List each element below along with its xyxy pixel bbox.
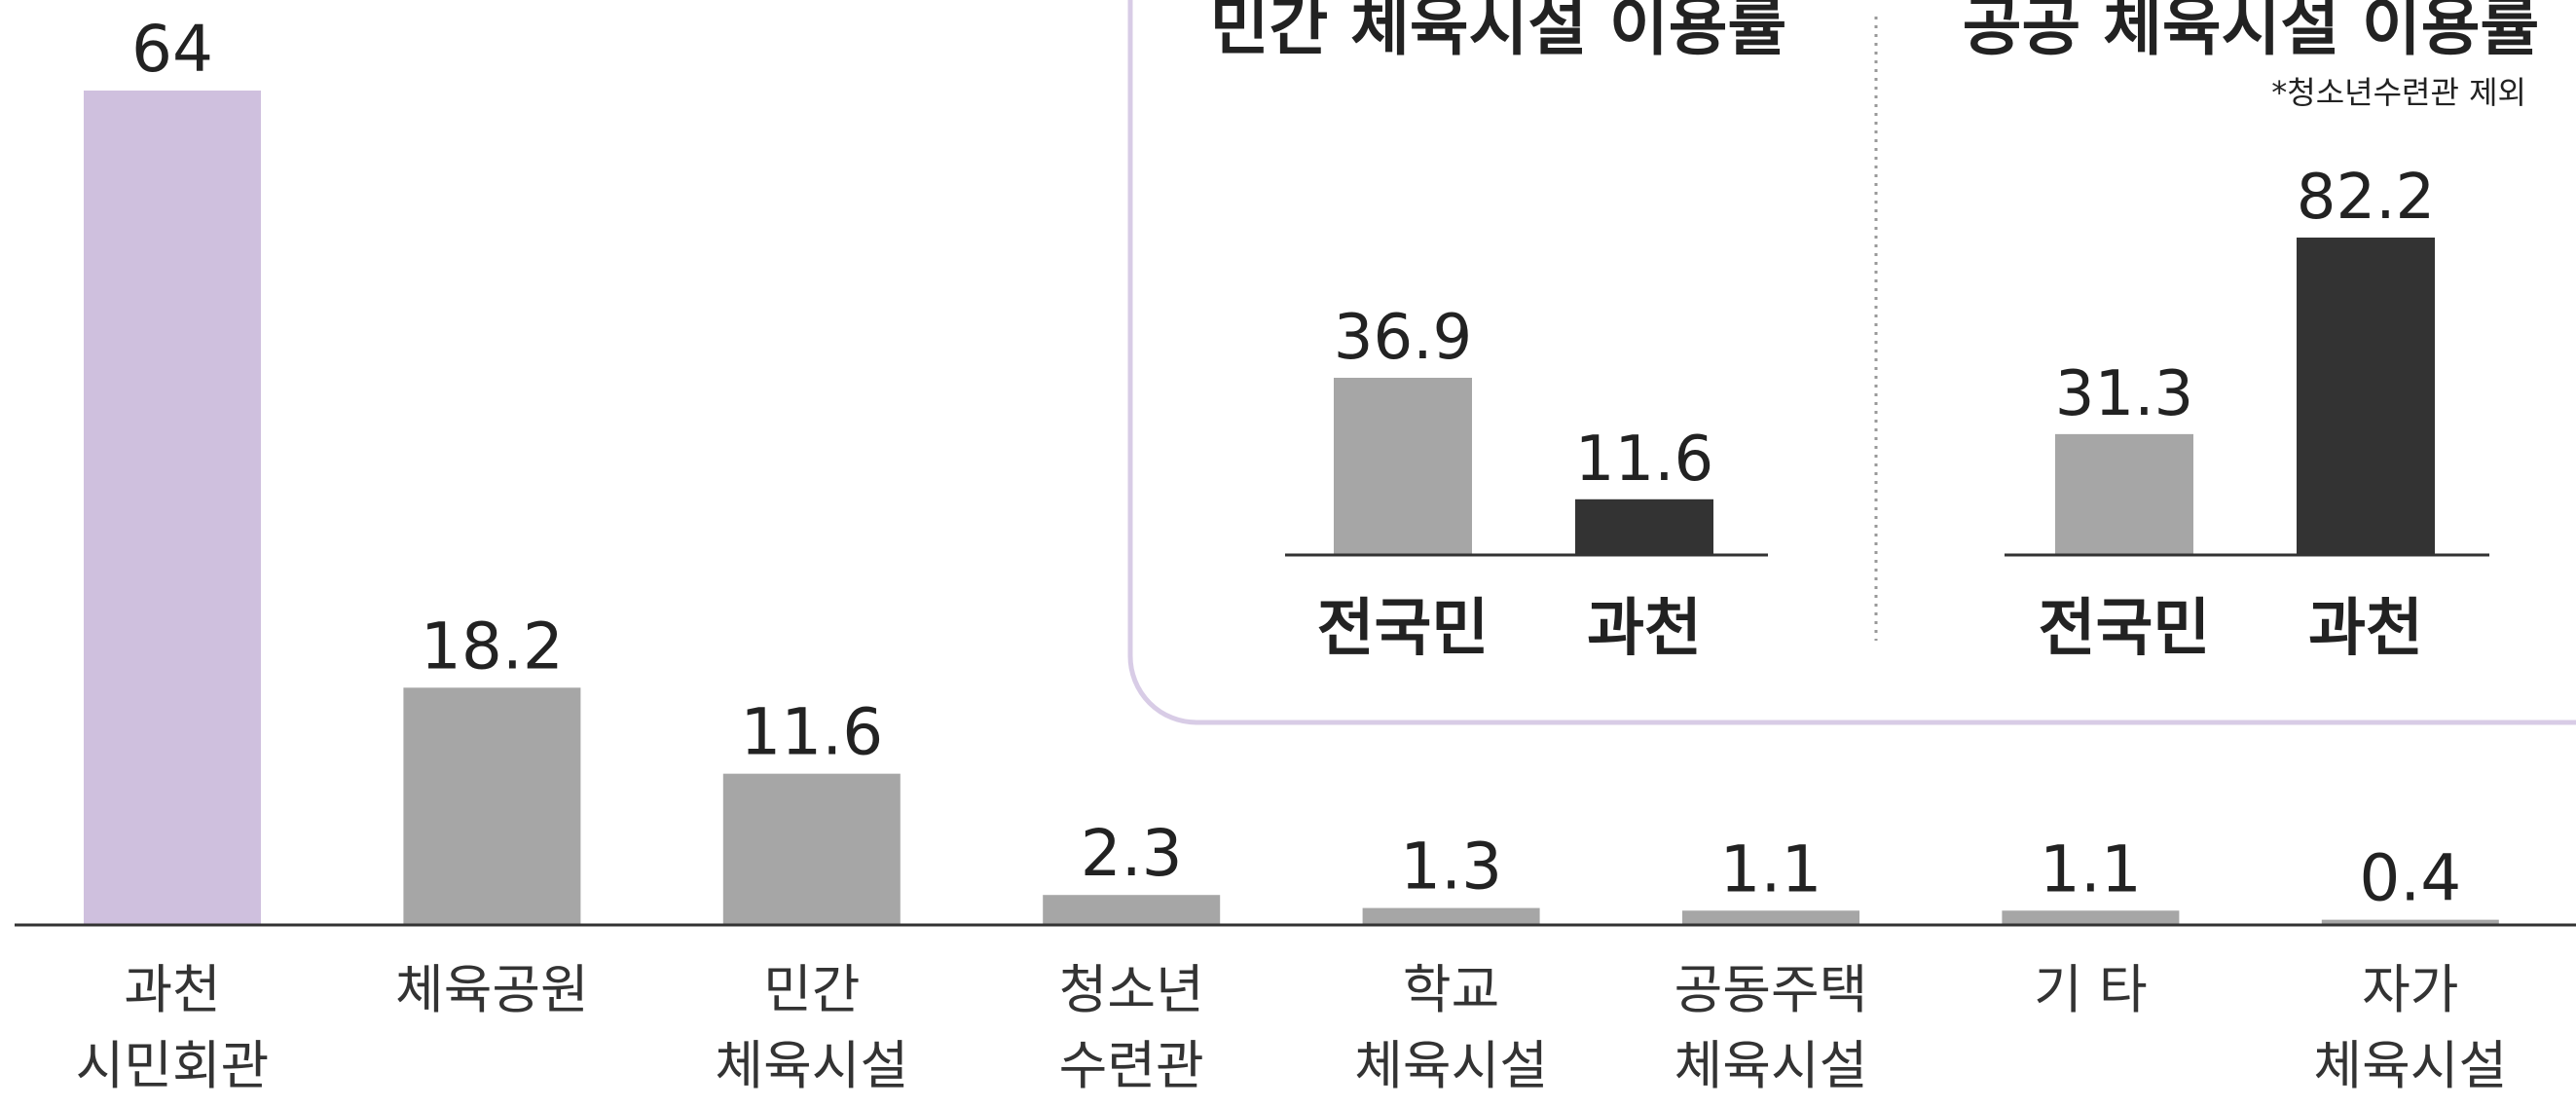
bar (1043, 895, 1221, 925)
bar (2321, 919, 2499, 925)
bar (1682, 910, 1859, 925)
value-label: 82.2 (2297, 162, 2436, 234)
bar (1362, 907, 1540, 925)
value-label: 1.1 (2040, 831, 2142, 906)
x-tick-label: 과천 (2308, 593, 2423, 665)
bar (403, 687, 581, 925)
value-label: 18.2 (421, 609, 564, 683)
value-label: 31.3 (2055, 358, 2194, 430)
x-tick-label: 공동주택 체육시설 (1674, 959, 1868, 1096)
note: *청소년수련관 제외 (2271, 74, 2526, 111)
bar (722, 773, 901, 925)
value-label: 64 (131, 12, 213, 87)
bar (1334, 378, 1472, 555)
value-label: 1.3 (1400, 830, 1502, 905)
value-label: 11.6 (1575, 424, 1714, 496)
x-tick-label: 전국민 (2039, 593, 2211, 665)
value-label: 11.6 (740, 695, 883, 770)
x-tick-label: 과천 (1587, 593, 1702, 665)
x-tick-label: 전국민 (1317, 593, 1490, 665)
bar (2002, 910, 2180, 925)
value-label: 2.3 (1081, 816, 1183, 891)
x-tick-label: 기 타 (2034, 959, 2148, 1020)
bar (2297, 238, 2435, 555)
bar (2055, 433, 2193, 555)
x-tick-label: 과천 시민회관 (75, 959, 270, 1096)
value-label: 36.9 (1334, 302, 1473, 374)
x-tick-label: 체육공원 (395, 959, 589, 1020)
x-tick-label: 민간 체육시설 (715, 959, 909, 1096)
x-tick-label: 학교 체육시설 (1354, 959, 1548, 1096)
x-tick-label: 청소년 수련관 (1058, 959, 1204, 1096)
inset-title: 민간 체육시설 이용률 (1210, 0, 1786, 64)
bar (84, 91, 261, 925)
value-label: 0.4 (2359, 841, 2461, 916)
value-label: 1.1 (1720, 831, 1822, 906)
x-tick-label: 자가 체육시설 (2313, 959, 2508, 1096)
bar (1575, 499, 1713, 555)
inset-panel (1127, 0, 2576, 725)
inset-title: 공공 체육시설 이용률 (1963, 0, 2539, 64)
